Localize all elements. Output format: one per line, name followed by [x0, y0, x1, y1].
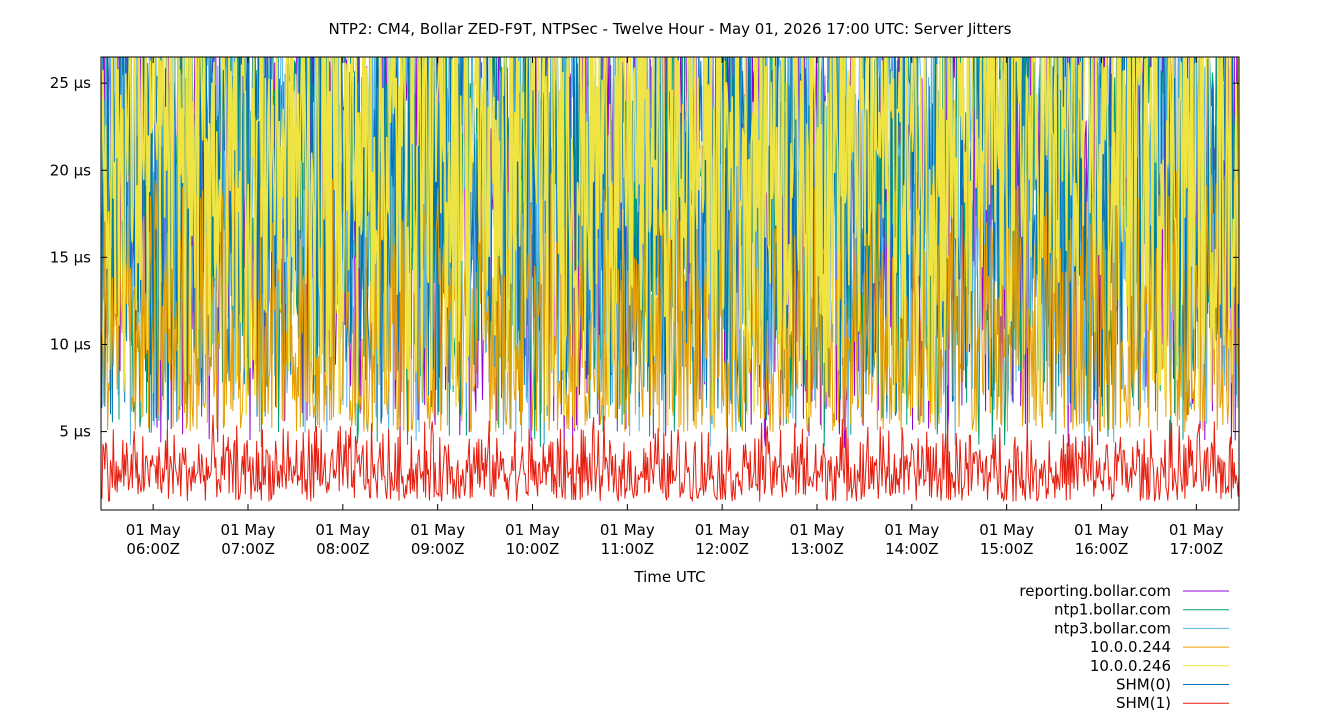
x-tick-label-date: 01 May — [1074, 521, 1129, 539]
x-axis-label: Time UTC — [633, 568, 705, 586]
x-tick-label-time: 10:00Z — [506, 540, 560, 558]
x-tick-label-date: 01 May — [505, 521, 560, 539]
x-tick-label-time: 13:00Z — [790, 540, 844, 558]
x-tick-label-date: 01 May — [884, 521, 939, 539]
legend-label: ntp1.bollar.com — [1054, 601, 1171, 619]
x-tick-label-date: 01 May — [1169, 521, 1224, 539]
x-tick-label-time: 11:00Z — [601, 540, 655, 558]
x-tick-label-time: 12:00Z — [695, 540, 749, 558]
y-axis: 5 µs 10 µs 15 µs 20 µs 25 µs — [50, 74, 1239, 441]
y-tick-label: 25 µs — [50, 74, 91, 92]
x-tick-label-date: 01 May — [315, 521, 370, 539]
x-tick-label-date: 01 May — [790, 521, 845, 539]
y-tick-label: 10 µs — [50, 335, 91, 353]
legend-label: ntp3.bollar.com — [1054, 619, 1171, 637]
x-tick-label-time: 06:00Z — [126, 540, 180, 558]
x-tick-label-time: 07:00Z — [221, 540, 275, 558]
series-line-10-0-0-246 — [101, 57, 1239, 427]
plot-area — [101, 57, 1239, 502]
legend-label: SHM(1) — [1116, 694, 1171, 712]
legend-label: 10.0.0.244 — [1090, 638, 1171, 656]
x-tick-label-date: 01 May — [979, 521, 1034, 539]
legend-label: SHM(0) — [1116, 676, 1171, 694]
y-tick-label: 5 µs — [59, 423, 91, 441]
x-tick-label-date: 01 May — [126, 521, 181, 539]
x-tick-label-date: 01 May — [600, 521, 655, 539]
x-tick-label-time: 09:00Z — [411, 540, 465, 558]
x-tick-label-time: 17:00Z — [1170, 540, 1224, 558]
x-tick-label-time: 15:00Z — [980, 540, 1034, 558]
legend-label: reporting.bollar.com — [1019, 582, 1171, 600]
x-tick-label-date: 01 May — [221, 521, 276, 539]
x-tick-label-date: 01 May — [695, 521, 750, 539]
y-tick-label: 15 µs — [50, 248, 91, 266]
legend-label: 10.0.0.246 — [1090, 657, 1171, 675]
x-tick-label-date: 01 May — [410, 521, 465, 539]
x-tick-label-time: 14:00Z — [885, 540, 939, 558]
x-tick-label-time: 08:00Z — [316, 540, 370, 558]
chart-title: NTP2: CM4, Bollar ZED-F9T, NTPSec - Twel… — [329, 20, 1012, 38]
plot-frame — [100, 56, 1240, 511]
y-tick-label: 20 µs — [50, 161, 91, 179]
x-tick-label-time: 16:00Z — [1075, 540, 1129, 558]
series-line-shm-1- — [101, 414, 1239, 502]
legend: reporting.bollar.comntp1.bollar.comntp3.… — [1019, 582, 1229, 712]
